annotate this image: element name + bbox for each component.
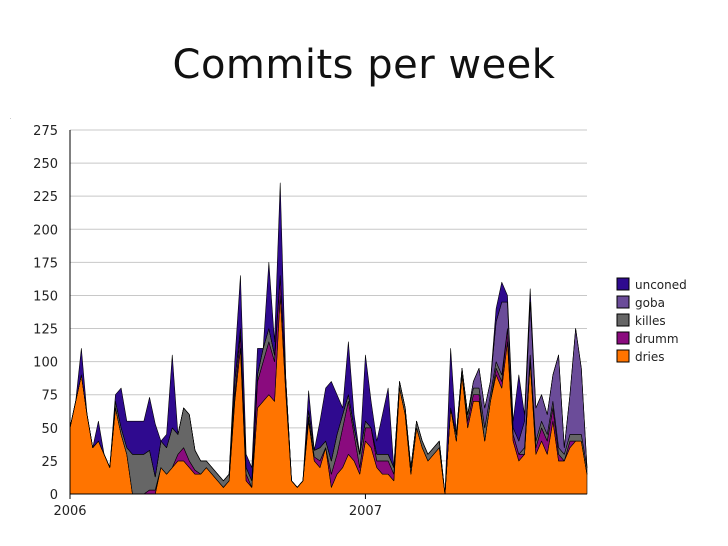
legend-label-dries: dries xyxy=(635,350,665,364)
legend-label-drumm: drumm xyxy=(635,332,679,346)
x-tick-label: 2006 xyxy=(53,504,86,519)
chart-title: Commits per week xyxy=(172,42,556,88)
y-tick-label: 0 xyxy=(50,488,58,503)
y-tick-label: 125 xyxy=(33,323,58,338)
legend-swatch-unconed xyxy=(616,277,630,291)
legend-label-unconed: unconed xyxy=(635,278,687,292)
x-tick-label: 2007 xyxy=(349,504,382,519)
legend-swatch-dries xyxy=(616,349,630,363)
series-area-unconed xyxy=(69,182,588,495)
y-tick-label: 100 xyxy=(33,356,58,371)
y-axis-ticks: 0 25 50 75 100 125 150 175 200 225 250 275 xyxy=(33,124,58,503)
y-tick-label: 50 xyxy=(41,422,58,437)
y-tick-label: 75 xyxy=(41,389,58,404)
y-tick-label: 175 xyxy=(33,256,58,271)
legend-label-goba: goba xyxy=(635,296,665,310)
y-tick-label: 225 xyxy=(33,190,58,205)
axes xyxy=(69,130,587,495)
legend-swatch-goba xyxy=(616,295,630,309)
y-tick-label: 250 xyxy=(33,157,58,172)
legend-swatch-drumm xyxy=(616,331,630,345)
y-tick-label: 200 xyxy=(33,223,58,238)
corner-dot xyxy=(10,118,11,119)
legend: unconed goba killes drumm dries xyxy=(616,277,687,364)
y-tick-label: 275 xyxy=(33,124,58,139)
legend-swatch-killes xyxy=(616,313,630,327)
y-tick-label: 150 xyxy=(33,289,58,304)
legend-label-killes: killes xyxy=(635,314,666,328)
y-tick-label: 25 xyxy=(41,455,58,470)
x-axis-ticks: 2006 2007 xyxy=(53,494,382,519)
